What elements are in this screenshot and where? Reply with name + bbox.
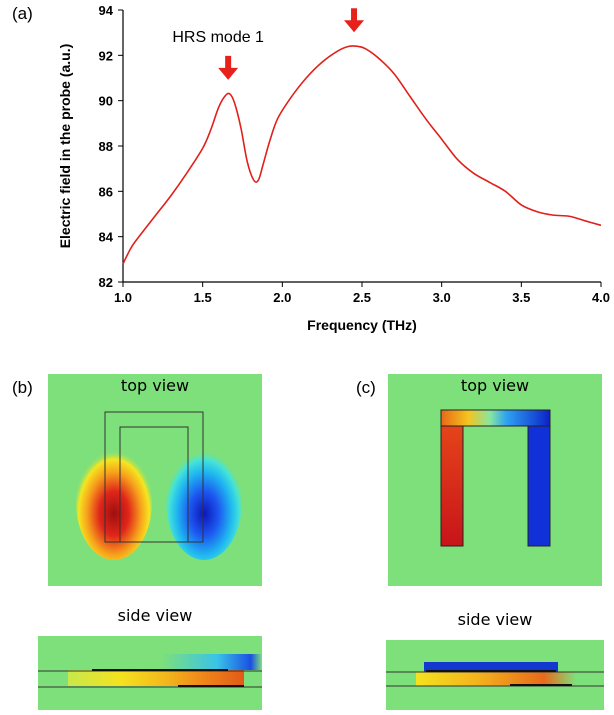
- top-view-label-b: top view: [120, 376, 190, 395]
- x-tick-label: 4.0: [592, 290, 610, 305]
- side-view-label-b: side view: [117, 606, 193, 625]
- field-map-b-top: top view: [48, 374, 262, 586]
- chart-annotations: HRS mode 1 HRS mode 2: [172, 0, 464, 80]
- panel-label-b: (b): [12, 378, 33, 397]
- field-map-c-side-image: [386, 640, 604, 710]
- y-axis-label: Electric field in the probe (a.u.): [57, 44, 73, 249]
- y-tick-label: 90: [99, 94, 113, 109]
- x-tick-label: 3.5: [512, 290, 530, 305]
- x-tick-label: 1.5: [194, 290, 212, 305]
- field-map-b-top-image: [48, 374, 262, 586]
- field-map-c-top-image: [388, 374, 602, 586]
- y-tick-label: 82: [99, 275, 113, 290]
- x-tick-label: 2.5: [353, 290, 371, 305]
- line-chart: 1.0 1.5 2.0 2.5 3.0 3.5 4.0 82 84 86 88 90 92 94 HRS …: [57, 0, 611, 333]
- y-tick-label: 94: [99, 3, 114, 18]
- y-tick-label: 92: [99, 48, 113, 63]
- y-tick-label: 84: [99, 230, 114, 245]
- y-tick-label: 88: [99, 139, 113, 154]
- field-map-b-side: [38, 636, 262, 710]
- chart-axes: [122, 10, 601, 283]
- panel-label-a: (a): [12, 4, 33, 23]
- peak-arrow-1: [218, 55, 239, 80]
- chart-ticks: 1.0 1.5 2.0 2.5 3.0 3.5 4.0 82 84 86 88 90 92 94: [99, 3, 611, 305]
- field-map-b-side-image: [38, 636, 262, 710]
- series-line: [122, 45, 602, 265]
- x-tick-label: 2.0: [273, 290, 291, 305]
- x-tick-label: 3.0: [433, 290, 451, 305]
- annotation-label: HRS mode 2: [372, 0, 464, 2]
- y-tick-label: 86: [99, 184, 113, 199]
- annotation-label: HRS mode 1: [172, 29, 264, 46]
- side-view-label-c: side view: [457, 610, 533, 629]
- panel-label-c: (c): [356, 378, 376, 397]
- field-map-c-top: top view: [388, 374, 602, 586]
- peak-arrow-2: [344, 8, 365, 33]
- x-tick-label: 1.0: [114, 290, 132, 305]
- field-map-c-side: [386, 640, 604, 710]
- top-view-label-c: top view: [460, 376, 530, 395]
- x-axis-label: Frequency (THz): [307, 317, 417, 333]
